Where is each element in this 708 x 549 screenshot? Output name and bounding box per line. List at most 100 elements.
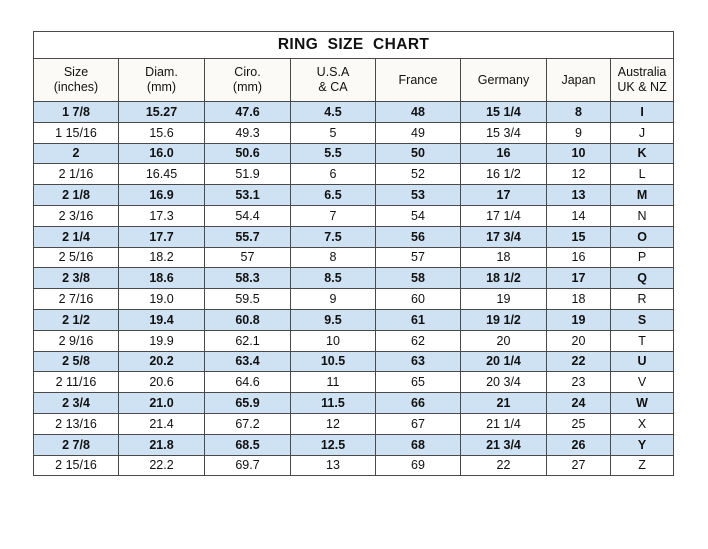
cell-japan: 19 [546, 308, 611, 331]
cell-germany: 19 [460, 288, 547, 310]
cell-diameter-mm: 16.9 [118, 184, 205, 206]
cell-circumference-mm: 68.5 [204, 433, 291, 456]
cell-diameter-mm: 21.0 [118, 392, 205, 414]
cell-france: 53 [375, 184, 461, 206]
cell-japan: 10 [546, 142, 611, 165]
cell-japan: 14 [546, 204, 611, 227]
cell-france: 60 [375, 288, 461, 310]
column-header-line2: (mm) [232, 80, 263, 94]
cell-japan: 26 [546, 433, 611, 456]
cell-usa-ca: 9 [290, 288, 376, 310]
cell-size-inches: 2 3/4 [33, 392, 119, 414]
cell-size-inches: 2 9/16 [33, 329, 119, 352]
cell-japan: 15 [546, 225, 611, 248]
cell-australia-uk-nz: R [609, 288, 675, 310]
cell-france: 67 [375, 412, 461, 435]
cell-germany: 16 [460, 142, 547, 165]
column-header-line2: (inches) [53, 80, 99, 94]
table-row: 2 1/2 19.4 60.8 9.5 61 19 1/2 19 S [33, 308, 675, 331]
cell-circumference-mm: 67.2 [204, 412, 291, 435]
cell-diameter-mm: 21.8 [118, 433, 205, 456]
chart-title-row: RING SIZE CHART [32, 31, 675, 59]
column-header-line1: Diam. [145, 65, 178, 80]
table-row: 2 7/16 19.0 59.5 9 60 19 18 R [33, 288, 675, 310]
cell-diameter-mm: 19.0 [118, 288, 205, 310]
cell-circumference-mm: 64.6 [204, 371, 291, 394]
cell-france: 61 [375, 308, 461, 331]
table-row: 1 15/16 15.6 49.3 5 49 15 3/4 9 J [33, 121, 675, 144]
cell-australia-uk-nz: W [609, 392, 675, 414]
cell-japan: 23 [546, 371, 611, 394]
cell-australia-uk-nz: Q [609, 267, 675, 290]
column-header-line2: (mm) [146, 80, 177, 94]
cell-diameter-mm: 17.3 [118, 204, 205, 227]
cell-usa-ca: 9.5 [290, 308, 376, 331]
cell-size-inches: 2 15/16 [33, 454, 119, 477]
cell-circumference-mm: 51.9 [204, 163, 291, 186]
cell-size-inches: 2 1/4 [33, 225, 119, 248]
cell-france: 54 [375, 204, 461, 227]
cell-japan: 17 [546, 267, 611, 290]
cell-japan: 13 [546, 184, 611, 206]
table-row: 2 15/16 22.2 69.7 13 69 22 27 Z [33, 454, 675, 477]
cell-circumference-mm: 49.3 [204, 121, 291, 144]
cell-size-inches: 2 7/16 [33, 288, 119, 310]
table-row: 2 1/8 16.9 53.1 6.5 53 17 13 M [33, 184, 675, 206]
cell-circumference-mm: 55.7 [204, 225, 291, 248]
cell-size-inches: 1 15/16 [33, 121, 119, 144]
cell-france: 62 [375, 329, 461, 352]
cell-size-inches: 2 11/16 [33, 371, 119, 394]
cell-usa-ca: 4.5 [290, 101, 376, 123]
cell-usa-ca: 8 [290, 246, 376, 269]
cell-germany: 17 [460, 184, 547, 206]
cell-size-inches: 2 3/8 [33, 267, 119, 290]
cell-australia-uk-nz: O [609, 225, 675, 248]
column-header-line1: France [398, 72, 438, 87]
cell-australia-uk-nz: L [609, 163, 675, 186]
cell-size-inches: 2 1/16 [33, 163, 119, 186]
table-row: 2 5/8 20.2 63.4 10.5 63 20 1/4 22 U [33, 350, 675, 373]
cell-france: 68 [375, 433, 461, 456]
table-header-row: Size (inches) Diam. (mm) Ciro. (mm) U.S.… [33, 58, 675, 102]
column-header-australia-uk-nz: Australia UK & NZ [609, 58, 675, 102]
cell-germany: 15 1/4 [460, 101, 547, 123]
cell-germany: 17 1/4 [460, 204, 547, 227]
column-header-size-inches: Size (inches) [33, 58, 119, 102]
cell-germany: 21 1/4 [460, 412, 547, 435]
cell-size-inches: 2 1/2 [33, 308, 119, 331]
column-header-line1: Japan [561, 72, 596, 87]
cell-japan: 20 [546, 329, 611, 352]
table-row: 2 16.0 50.6 5.5 50 16 10 K [33, 142, 675, 165]
table-row: 2 11/16 20.6 64.6 11 65 20 3/4 23 V [33, 371, 675, 394]
cell-circumference-mm: 69.7 [204, 454, 291, 477]
cell-usa-ca: 7.5 [290, 225, 376, 248]
table-row: 2 1/16 16.45 51.9 6 52 16 1/2 12 L [33, 163, 675, 186]
cell-diameter-mm: 18.6 [118, 267, 205, 290]
table-row: 1 7/8 15.27 47.6 4.5 48 15 1/4 8 I [33, 101, 675, 123]
cell-japan: 25 [546, 412, 611, 435]
cell-circumference-mm: 59.5 [204, 288, 291, 310]
cell-australia-uk-nz: I [609, 101, 675, 123]
cell-france: 50 [375, 142, 461, 165]
cell-diameter-mm: 17.7 [118, 225, 205, 248]
cell-france: 66 [375, 392, 461, 414]
cell-usa-ca: 5.5 [290, 142, 376, 165]
ring-size-chart-container: RING SIZE CHART Size (inches) Diam. (mm)… [32, 31, 675, 513]
cell-size-inches: 2 7/8 [33, 433, 119, 456]
cell-diameter-mm: 20.2 [118, 350, 205, 373]
cell-size-inches: 2 1/8 [33, 184, 119, 206]
column-header-line2: & CA [318, 80, 348, 94]
column-header-circumference-mm: Ciro. (mm) [204, 58, 291, 102]
table-row: 2 3/16 17.3 54.4 7 54 17 1/4 14 N [33, 204, 675, 227]
table-row: 2 1/4 17.7 55.7 7.5 56 17 3/4 15 O [33, 225, 675, 248]
cell-germany: 18 1/2 [460, 267, 547, 290]
cell-australia-uk-nz: Y [609, 433, 675, 456]
cell-australia-uk-nz: P [609, 246, 675, 269]
cell-size-inches: 2 5/8 [33, 350, 119, 373]
table-row: 2 5/16 18.2 57 8 57 18 16 P [33, 246, 675, 269]
column-header-line2: UK & NZ [617, 80, 667, 94]
cell-diameter-mm: 16.0 [118, 142, 205, 165]
cell-australia-uk-nz: N [609, 204, 675, 227]
cell-usa-ca: 11.5 [290, 392, 376, 414]
table-row: 2 7/8 21.8 68.5 12.5 68 21 3/4 26 Y [33, 433, 675, 456]
